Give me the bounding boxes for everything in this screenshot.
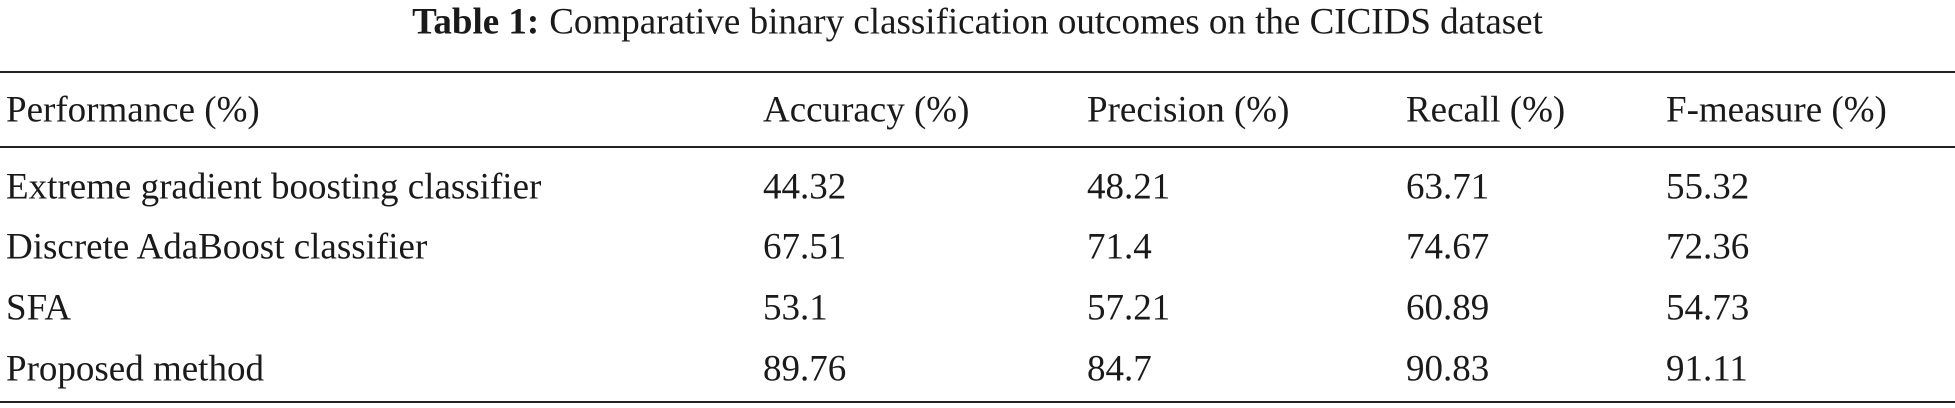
table-cell: 74.67: [1406, 226, 1490, 268]
table-cell: 60.89: [1406, 287, 1490, 329]
table-cell: 89.76: [763, 348, 847, 390]
bottom-rule: [0, 401, 1955, 403]
table-cell: 54.73: [1666, 287, 1750, 329]
header-cell: Performance (%): [6, 89, 260, 131]
header-cell: Precision (%): [1087, 89, 1290, 131]
header-cell: Recall (%): [1406, 89, 1566, 131]
row-label: SFA: [6, 287, 72, 329]
table-cell: 84.7: [1087, 348, 1152, 390]
caption-label: Table 1:: [412, 1, 540, 43]
header-cell: F-measure (%): [1666, 89, 1887, 131]
table-cell: 48.21: [1087, 166, 1171, 208]
table-cell: 71.4: [1087, 226, 1152, 268]
top-rule: [0, 71, 1955, 73]
header-rule: [0, 146, 1955, 148]
row-label: Proposed method: [6, 348, 264, 390]
table-cell: 63.71: [1406, 166, 1490, 208]
table-cell: 53.1: [763, 287, 828, 329]
table-cell: 91.11: [1666, 348, 1748, 390]
table-cell: 72.36: [1666, 226, 1750, 268]
table-cell: 57.21: [1087, 287, 1171, 329]
table-cell: 67.51: [763, 226, 847, 268]
header-cell: Accuracy (%): [763, 89, 970, 131]
table-cell: 55.32: [1666, 166, 1750, 208]
table-cell: 90.83: [1406, 348, 1490, 390]
caption-text: Comparative binary classification outcom…: [549, 1, 1543, 43]
table-caption: Table 1: Comparative binary classificatio…: [0, 4, 1955, 41]
table-cell: 44.32: [763, 166, 847, 208]
row-label: Extreme gradient boosting classifier: [6, 166, 542, 208]
row-label: Discrete AdaBoost classifier: [6, 226, 428, 268]
